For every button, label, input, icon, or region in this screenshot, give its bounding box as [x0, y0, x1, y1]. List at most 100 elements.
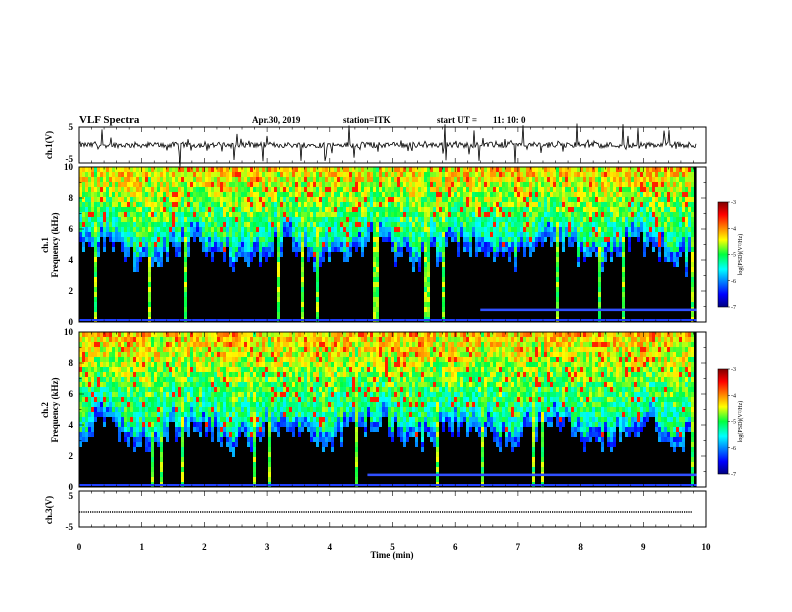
spectrogram-cell [202, 342, 205, 347]
spectrogram-cell [166, 382, 169, 387]
spectrogram-cell [466, 222, 469, 227]
spectrogram-cell [334, 172, 337, 177]
spectrogram-cell [415, 192, 418, 197]
spectrogram-cell [145, 332, 148, 337]
spectrogram-cell [370, 217, 373, 222]
spectrogram-cell [490, 177, 493, 182]
spectrogram-cell [274, 192, 277, 197]
spectrogram-cell [184, 332, 187, 337]
spectrogram-cell [220, 212, 223, 217]
spectrogram-cell [85, 172, 88, 177]
spectrogram-cell [562, 197, 565, 202]
spectrogram-cell [379, 172, 382, 177]
spectrogram-cell [463, 197, 466, 202]
spectrogram-cell [511, 212, 514, 217]
spectrogram-cell [208, 407, 211, 412]
spectrogram-cell [583, 212, 586, 217]
spectrogram-cell [235, 222, 238, 227]
spectrogram-cell [94, 182, 97, 187]
spectrogram-cell [244, 217, 247, 222]
spectrogram-cell [646, 192, 649, 197]
spectrogram-cell [124, 352, 127, 357]
spectrogram-cell [118, 422, 121, 427]
colorbar-label: log(PSD)(V²/Hz) [737, 234, 744, 275]
spectrogram-cell [322, 232, 325, 237]
spectrogram-cell [205, 237, 208, 242]
spectrogram-cell [211, 392, 214, 397]
spectrogram-cell [664, 212, 667, 217]
spectrogram-cell [307, 252, 310, 257]
spectrogram-cell [205, 342, 208, 347]
spectrogram-cell [232, 222, 235, 227]
spectrogram-cell [607, 197, 610, 202]
spectrogram-cell [373, 272, 376, 277]
spectrogram-cell [598, 217, 601, 222]
spectrogram-cell [478, 192, 481, 197]
spectrogram-cell [433, 232, 436, 237]
spectrogram-cell [454, 227, 457, 232]
spectrogram-cell [91, 402, 94, 407]
spectrogram-cell [577, 212, 580, 217]
spectrogram-cell [484, 212, 487, 217]
spectrogram-cell [154, 402, 157, 407]
spectrogram-cell [421, 207, 424, 212]
spectrogram-cell [136, 357, 139, 362]
spectrogram-cell [487, 252, 490, 257]
spectrogram-cell [136, 242, 139, 247]
spectrogram-cell [556, 182, 559, 187]
spectrogram-cell [109, 352, 112, 357]
spectrogram-cell [607, 217, 610, 222]
spectrogram-cell [580, 222, 583, 227]
spectrogram-cell [253, 222, 256, 227]
spectrogram-cell [118, 392, 121, 397]
spectrogram-cell [199, 187, 202, 192]
spectrogram-cell [367, 167, 370, 172]
spectrogram-cell [661, 192, 664, 197]
spectrogram-cell [262, 197, 265, 202]
spectrogram-cell [157, 332, 160, 337]
spectrogram-cell [316, 277, 319, 282]
spectrogram-cell [538, 232, 541, 237]
spectrogram-cell [481, 232, 484, 237]
spectrogram-cell [163, 347, 166, 352]
spectrogram-cell [424, 307, 427, 312]
spectrogram-cell [679, 202, 682, 207]
spectrogram-cell [268, 242, 271, 247]
spectrogram-cell [97, 197, 100, 202]
spectrogram-cell [571, 242, 574, 247]
spectrogram-cell [88, 237, 91, 242]
spectrogram-cell [178, 387, 181, 392]
spectrogram-cell [325, 207, 328, 212]
spectrogram-cell [610, 212, 613, 217]
spectrogram-cell [208, 427, 211, 432]
spectrogram-cell [526, 237, 529, 242]
spectrogram-cell [139, 387, 142, 392]
spectrogram-cell [139, 362, 142, 367]
spectrogram-cell [340, 217, 343, 222]
spectrogram-cell [589, 202, 592, 207]
spectrogram-cell [244, 242, 247, 247]
spectrogram-cell [427, 167, 430, 172]
spectrogram-cell [664, 177, 667, 182]
spectrogram-cell [433, 172, 436, 177]
spectrogram-cell [172, 207, 175, 212]
spectrogram-cell [646, 237, 649, 242]
spectrogram-cell [349, 207, 352, 212]
spectrogram-cell [178, 347, 181, 352]
spectrogram-cell [172, 362, 175, 367]
spectrogram-cell [541, 222, 544, 227]
spectrogram-cell [217, 232, 220, 237]
spectrogram-cell [673, 222, 676, 227]
spectrogram-cell [538, 227, 541, 232]
spectrogram-cell [427, 172, 430, 177]
spectrogram-cell [184, 262, 187, 267]
spectrogram-cell [229, 232, 232, 237]
spectrogram-cell [481, 242, 484, 247]
spectrogram-cell [106, 347, 109, 352]
spectrogram-cell [454, 172, 457, 177]
spectrogram-cell [88, 227, 91, 232]
spectrogram-cell [685, 212, 688, 217]
spectrogram-cell [184, 247, 187, 252]
spectrogram-cell [268, 202, 271, 207]
spectrogram-cell [103, 202, 106, 207]
